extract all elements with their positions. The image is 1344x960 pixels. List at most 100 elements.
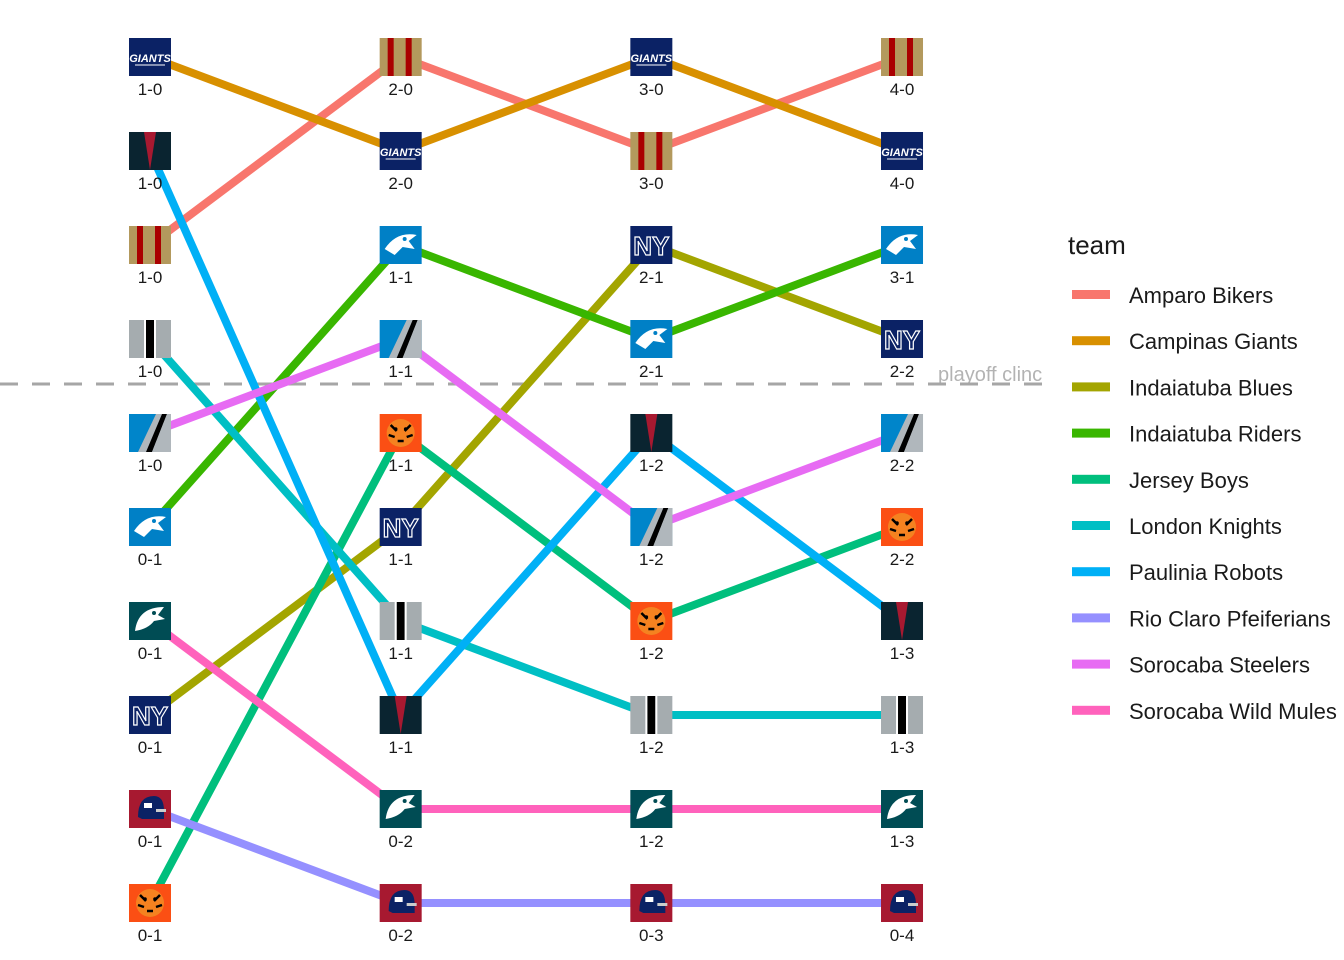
series-points: 1-02-03-04-0GIANTS1-0GIANTS2-0GIANTS3-0G… bbox=[129, 38, 923, 945]
tiger-logo-icon bbox=[881, 508, 924, 546]
point-indaiatuba-blues: NY 2-1 bbox=[630, 226, 673, 287]
line-paulinia-robots bbox=[146, 149, 905, 723]
legend-key bbox=[1072, 474, 1110, 484]
knights-logo-icon bbox=[881, 696, 924, 734]
bikers-logo-icon bbox=[881, 38, 924, 76]
robots-logo-icon bbox=[630, 414, 673, 452]
playoff-label: playoff clinc bbox=[938, 364, 1042, 386]
giants-logo-icon: GIANTS bbox=[129, 38, 171, 76]
record-label: 2-1 bbox=[639, 362, 664, 381]
record-label: 0-2 bbox=[388, 832, 413, 851]
legend-key bbox=[1072, 336, 1110, 346]
panther-logo-icon bbox=[379, 226, 422, 264]
steelers-logo-icon bbox=[379, 320, 422, 358]
record-label: 2-0 bbox=[388, 80, 413, 99]
legend-item-campinas-giants: Campinas Giants bbox=[1072, 329, 1298, 354]
legend-item-sorocaba-steelers: Sorocaba Steelers bbox=[1072, 653, 1310, 678]
steelers-logo-icon bbox=[881, 414, 924, 452]
record-label: 1-1 bbox=[388, 644, 413, 663]
record-label: 1-2 bbox=[639, 550, 664, 569]
robots-logo-icon bbox=[881, 602, 924, 640]
point-sorocaba-wild-mules: 1-2 bbox=[630, 790, 673, 851]
ny-logo-icon: NY bbox=[129, 696, 171, 734]
record-label: 1-0 bbox=[138, 456, 163, 475]
record-label: 1-1 bbox=[388, 362, 413, 381]
line-rio-claro-pfeiferians bbox=[148, 805, 903, 907]
ny-logo-icon: NY bbox=[379, 508, 422, 546]
point-indaiatuba-riders: 3-1 bbox=[881, 226, 924, 287]
legend-item-amparo-bikers: Amparo Bikers bbox=[1072, 283, 1273, 308]
record-label: 0-1 bbox=[138, 738, 163, 757]
record-label: 1-2 bbox=[639, 832, 664, 851]
line-london-knights bbox=[147, 336, 903, 719]
line-indaiatuba-blues bbox=[147, 240, 904, 719]
record-label: 0-1 bbox=[138, 644, 163, 663]
giants-logo-icon: GIANTS bbox=[881, 132, 923, 170]
eagle-logo-icon bbox=[630, 790, 673, 828]
point-jersey-boys: 1-1 bbox=[379, 414, 422, 475]
knights-logo-icon bbox=[379, 602, 422, 640]
point-indaiatuba-riders: 0-1 bbox=[129, 508, 171, 569]
helmet-logo-icon bbox=[379, 884, 422, 922]
legend-item-jersey-boys: Jersey Boys bbox=[1072, 468, 1249, 493]
record-label: 1-3 bbox=[890, 832, 915, 851]
line-campinas-giants bbox=[148, 52, 904, 156]
ny-logo-icon: NY bbox=[881, 320, 924, 358]
record-label: 1-0 bbox=[138, 362, 163, 381]
series-lines bbox=[146, 52, 905, 907]
legend-label: Jersey Boys bbox=[1129, 468, 1249, 493]
record-label: 3-0 bbox=[639, 80, 664, 99]
record-label: 1-0 bbox=[138, 80, 163, 99]
eagle-logo-icon bbox=[129, 602, 171, 640]
legend-item-sorocaba-wild-mules: Sorocaba Wild Mules bbox=[1072, 699, 1337, 724]
record-label: 2-0 bbox=[388, 174, 413, 193]
robots-logo-icon bbox=[129, 132, 171, 170]
legend-item-london-knights: London Knights bbox=[1072, 514, 1282, 539]
record-label: 1-3 bbox=[890, 644, 915, 663]
legend-label: Campinas Giants bbox=[1129, 329, 1298, 354]
point-campinas-giants: GIANTS 2-0 bbox=[379, 132, 422, 193]
record-label: 0-1 bbox=[138, 926, 163, 945]
panther-logo-icon bbox=[881, 226, 924, 264]
steelers-logo-icon bbox=[630, 508, 673, 546]
legend-item-indaiatuba-riders: Indaiatuba Riders bbox=[1072, 422, 1301, 447]
giants-logo-icon: GIANTS bbox=[379, 132, 422, 170]
line-sorocaba-steelers bbox=[148, 334, 904, 532]
bikers-logo-icon bbox=[630, 132, 673, 170]
legend-label: Indaiatuba Blues bbox=[1129, 375, 1293, 400]
knights-logo-icon bbox=[630, 696, 673, 734]
bikers-logo-icon bbox=[379, 38, 422, 76]
line-amparo-bikers bbox=[147, 52, 904, 249]
point-campinas-giants: GIANTS 1-0 bbox=[129, 38, 171, 99]
point-rio-claro-pfeiferians: 0-4 bbox=[881, 884, 924, 945]
tiger-logo-icon bbox=[630, 602, 673, 640]
svg-text:GIANTS: GIANTS bbox=[129, 53, 171, 65]
point-indaiatuba-blues: NY 1-1 bbox=[379, 508, 422, 569]
point-jersey-boys: 1-2 bbox=[630, 602, 673, 663]
eagle-logo-icon bbox=[881, 790, 924, 828]
point-sorocaba-wild-mules: 1-3 bbox=[881, 790, 924, 851]
record-label: 0-1 bbox=[138, 550, 163, 569]
svg-text:NY: NY bbox=[884, 325, 920, 355]
point-indaiatuba-riders: 2-1 bbox=[630, 320, 673, 381]
point-london-knights: 1-1 bbox=[379, 602, 422, 663]
helmet-logo-icon bbox=[881, 884, 924, 922]
record-label: 2-2 bbox=[890, 550, 915, 569]
point-jersey-boys: 2-2 bbox=[881, 508, 924, 569]
point-campinas-giants: GIANTS 4-0 bbox=[881, 132, 923, 193]
record-label: 2-2 bbox=[890, 456, 915, 475]
panther-logo-icon bbox=[129, 508, 171, 546]
svg-text:GIANTS: GIANTS bbox=[631, 53, 673, 65]
legend-label: Rio Claro Pfeiferians bbox=[1129, 606, 1331, 631]
line-sorocaba-wild-mules bbox=[147, 617, 903, 813]
record-label: 1-0 bbox=[138, 268, 163, 287]
point-london-knights: 1-3 bbox=[881, 696, 924, 757]
point-campinas-giants: GIANTS 3-0 bbox=[630, 38, 673, 99]
legend-key bbox=[1072, 290, 1110, 299]
eagle-logo-icon bbox=[379, 790, 422, 828]
point-paulinia-robots: 1-0 bbox=[129, 132, 171, 193]
point-rio-claro-pfeiferians: 0-3 bbox=[630, 884, 673, 945]
legend-key bbox=[1072, 659, 1110, 669]
svg-text:NY: NY bbox=[132, 701, 168, 731]
record-label: 0-1 bbox=[138, 832, 163, 851]
